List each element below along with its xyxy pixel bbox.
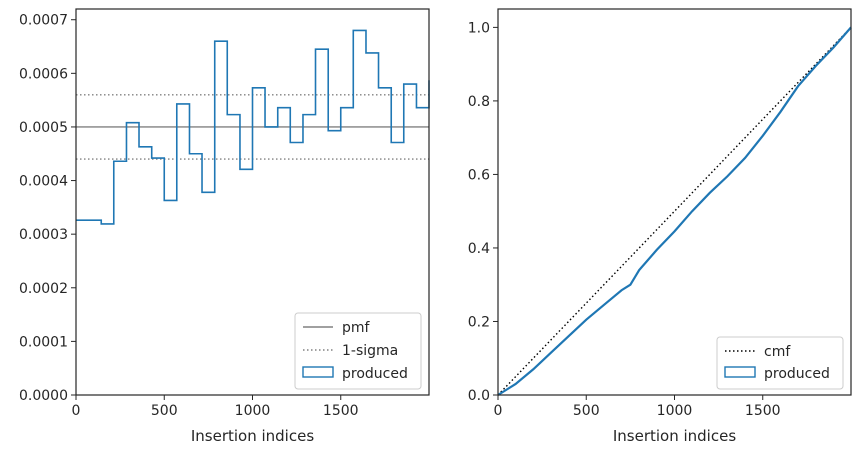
- y-tick-label: 0.0005: [19, 120, 68, 136]
- legend-produced-swatch: [302, 366, 334, 378]
- legend-produced-label: produced: [342, 366, 408, 382]
- right-x-axis-label: Insertion indices: [613, 427, 736, 445]
- y-tick-label: 0.0: [468, 388, 490, 404]
- left-x-axis-label: Insertion indices: [191, 427, 314, 445]
- y-tick-label: 0.2: [468, 314, 490, 330]
- cmf-line: [497, 26, 852, 396]
- y-tick-label: 1.0: [468, 20, 490, 36]
- left-legend: pmf 1-sigma produced: [294, 312, 422, 390]
- y-tick-label: 0.0004: [19, 174, 68, 190]
- legend-produced-label: produced: [764, 366, 830, 382]
- x-tick-label: 0: [72, 403, 81, 419]
- x-tick-label: 500: [573, 403, 600, 419]
- y-tick-label: 0.0000: [19, 388, 68, 404]
- x-tick-label: 1500: [745, 403, 781, 419]
- x-tick-label: 0: [494, 403, 503, 419]
- y-tick-label: 0.0002: [19, 281, 68, 297]
- x-tick-label: 1000: [235, 403, 271, 419]
- pmf-histogram-panel: 0 500 1000 1500 0.0000 0.0001 0.0002 0.0003 0.0…: [19, 8, 430, 445]
- cmf-panel: 0 500 1000 1500 0.0 0.2 0.4 0.6 0.8 1.0 Insertio…: [468, 8, 852, 445]
- legend-pmf-label: pmf: [342, 320, 371, 336]
- x-tick-label: 1000: [657, 403, 693, 419]
- right-legend-box: [716, 336, 844, 390]
- legend-cmf-label: cmf: [764, 344, 791, 360]
- y-tick-label: 0.6: [468, 167, 490, 183]
- legend-1-sigma-label: 1-sigma: [342, 343, 398, 359]
- x-tick-label: 500: [151, 403, 178, 419]
- y-tick-label: 0.8: [468, 94, 490, 110]
- right-legend: cmf produced: [716, 336, 844, 390]
- produced-histogram-step: [76, 29, 430, 225]
- y-tick-label: 0.0006: [19, 66, 68, 82]
- legend-produced-swatch: [724, 366, 756, 378]
- y-tick-label: 0.0001: [19, 334, 68, 350]
- y-tick-label: 0.0007: [19, 13, 68, 29]
- produced-cumulative-line: [497, 26, 852, 396]
- x-tick-label: 1500: [323, 403, 359, 419]
- left-legend-box: [294, 312, 422, 390]
- y-tick-label: 0.4: [468, 241, 490, 257]
- y-tick-label: 0.0003: [19, 227, 68, 243]
